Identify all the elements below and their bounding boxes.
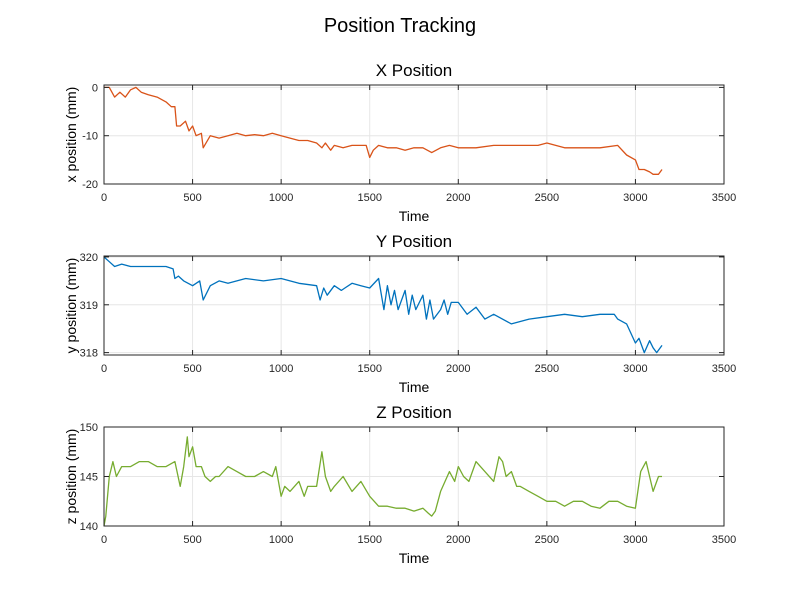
x-ytick-label: -10 [82,131,98,143]
z-ytick-label: 140 [80,521,98,533]
y-xtick-label: 1000 [269,363,293,375]
x-xtick-label: 0 [101,192,107,204]
z-series-line [103,436,662,527]
z-xtick-label: 500 [183,534,201,546]
y-ytick-label: 319 [80,300,98,312]
y-xlabel: Time [399,379,430,395]
x-series-line [104,86,663,175]
x-xtick-label: 500 [183,192,201,204]
y-xtick-label: 500 [183,363,201,375]
z-xtick-label: 3500 [712,534,736,546]
z-xtick-label: 2500 [535,534,559,546]
y-panel-title: Y Position [376,232,452,251]
y-xtick-label: 2000 [446,363,470,375]
y-xtick-label: 2500 [535,363,559,375]
y-xtick-label: 0 [101,363,107,375]
z-panel-title: Z Position [376,403,452,422]
y-xtick-label: 3000 [623,363,647,375]
z-ylabel: z position (mm) [63,429,79,525]
z-ytick-label: 145 [80,472,98,484]
x-xtick-label: 2000 [446,192,470,204]
x-panel-title: X Position [376,61,453,80]
x-ylabel: x position (mm) [63,87,79,183]
y-ytick-label: 320 [80,252,98,264]
y-series-line [103,256,663,354]
figure-title: Position Tracking [324,15,476,37]
x-ytick-label: 0 [92,82,98,94]
y-axes-box [103,255,725,356]
x-xtick-label: 2500 [535,192,559,204]
y-plot-area [104,256,724,355]
x-xtick-label: 3000 [623,192,647,204]
z-xtick-label: 3000 [623,534,647,546]
z-xtick-label: 0 [101,534,107,546]
x-xlabel: Time [399,208,430,224]
x-xtick-label: 3500 [712,192,736,204]
z-ytick-label: 150 [80,422,98,434]
y-ylabel: y position (mm) [63,258,79,354]
z-xtick-label: 2000 [446,534,470,546]
y-ytick-label: 318 [80,348,98,360]
z-xlabel: Time [399,550,430,566]
x-xtick-label: 1000 [269,192,293,204]
z-xtick-label: 1000 [269,534,293,546]
z-xtick-label: 1500 [357,534,381,546]
y-xtick-label: 3500 [712,363,736,375]
x-ytick-label: -20 [82,179,98,191]
x-xtick-label: 1500 [357,192,381,204]
x-axes-box [103,84,725,185]
y-xtick-label: 1500 [357,363,381,375]
x-plot-area [104,85,724,184]
